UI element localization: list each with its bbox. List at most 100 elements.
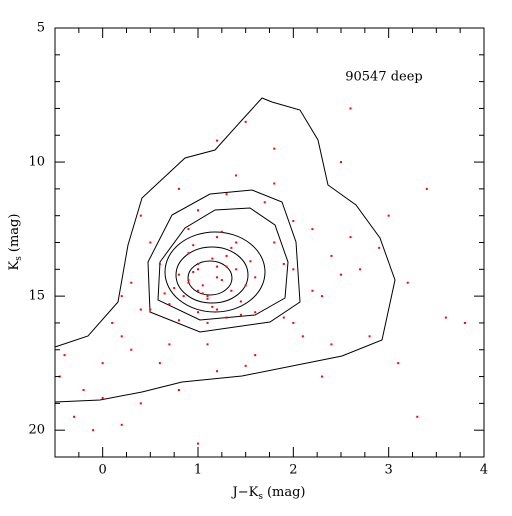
point [201, 284, 204, 287]
point [406, 281, 409, 284]
x-tick-label: 4 [480, 463, 488, 478]
x-tick-label: 3 [385, 463, 393, 478]
point [263, 201, 266, 204]
point [139, 214, 142, 217]
point [254, 354, 257, 357]
point [244, 120, 247, 123]
point [292, 220, 295, 223]
point [225, 254, 228, 257]
point [216, 276, 219, 279]
point [197, 262, 199, 265]
point [235, 241, 238, 244]
point [330, 254, 333, 257]
point [206, 321, 209, 324]
point [177, 319, 180, 322]
point [416, 415, 419, 418]
x-tick-label: 1 [194, 463, 202, 478]
point [206, 295, 209, 298]
point [301, 335, 304, 338]
point [216, 370, 219, 373]
point [378, 246, 381, 249]
point [206, 343, 209, 346]
point [340, 273, 342, 276]
point [139, 308, 142, 311]
point [182, 295, 185, 298]
point [216, 139, 219, 142]
point [220, 279, 223, 282]
point [225, 193, 228, 196]
point [197, 442, 199, 445]
point [230, 289, 233, 292]
point [425, 187, 428, 190]
point [177, 187, 180, 190]
point [292, 321, 295, 324]
point [168, 303, 171, 306]
annotation: 90547 deep [345, 70, 423, 85]
point [173, 287, 176, 290]
point [235, 268, 238, 271]
point [101, 397, 104, 400]
point [158, 262, 161, 265]
y-tick-label: 15 [28, 289, 45, 304]
contour [175, 246, 249, 304]
point [359, 268, 362, 271]
point [130, 281, 133, 284]
point [349, 107, 352, 110]
point [187, 228, 190, 231]
point [211, 257, 214, 260]
contours [54, 97, 396, 403]
point [282, 316, 285, 319]
contour [157, 207, 289, 321]
point [158, 362, 161, 365]
point [273, 241, 276, 244]
contour [54, 97, 396, 403]
point [197, 311, 199, 314]
point [216, 308, 219, 311]
point [101, 362, 104, 365]
point [220, 230, 223, 233]
point [235, 174, 238, 177]
contour [187, 260, 233, 296]
y-tick-label: 20 [28, 423, 45, 438]
point [239, 313, 242, 316]
point [177, 273, 180, 276]
point [168, 343, 171, 346]
point [225, 265, 228, 268]
point [444, 316, 447, 319]
point [211, 305, 214, 308]
point [340, 161, 342, 164]
point [187, 281, 190, 284]
y-axis-label: Ks(mag) [7, 214, 24, 271]
point [330, 343, 333, 346]
point [216, 236, 219, 239]
y-tick-label: 10 [28, 155, 45, 170]
point [311, 289, 314, 292]
point [120, 295, 123, 298]
point [239, 300, 242, 303]
point [230, 246, 233, 249]
point [244, 364, 247, 367]
point [311, 228, 314, 231]
point [163, 292, 166, 295]
axes [54, 27, 485, 458]
contour [164, 231, 266, 313]
point [197, 268, 199, 271]
point [225, 316, 228, 319]
point [197, 289, 199, 292]
point [63, 354, 66, 357]
point [397, 362, 400, 365]
point [273, 182, 276, 185]
point [216, 265, 219, 268]
point [192, 244, 195, 247]
point [149, 241, 152, 244]
x-axis-label: J−Ks (mag) [231, 485, 306, 502]
x-tick-label: 2 [289, 463, 297, 478]
point [254, 276, 257, 279]
point [254, 311, 257, 314]
point [111, 321, 114, 324]
point [320, 375, 323, 378]
point [149, 308, 152, 311]
point [201, 292, 204, 295]
points [58, 107, 466, 445]
